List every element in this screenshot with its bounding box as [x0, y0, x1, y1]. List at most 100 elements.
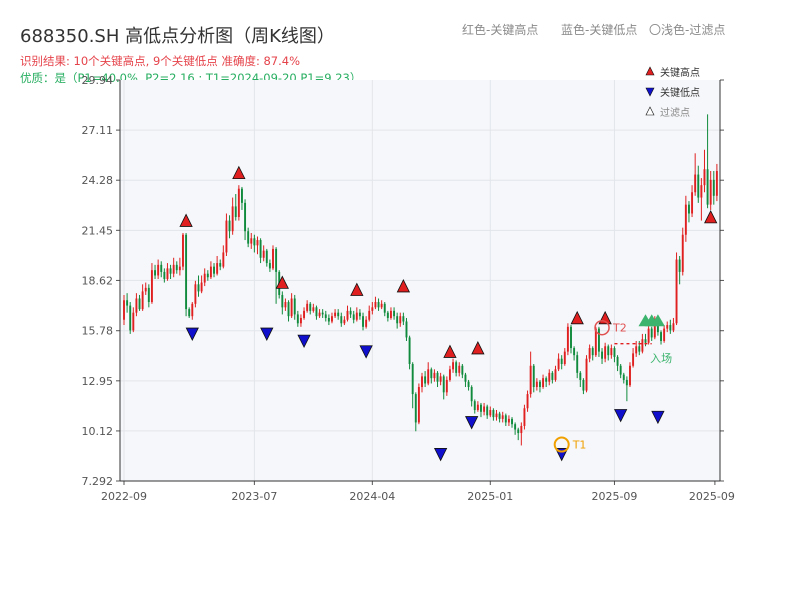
candle-body	[386, 312, 389, 318]
candle-body	[272, 248, 274, 269]
t1-circle	[553, 436, 570, 453]
candle-body	[141, 291, 144, 310]
candle-body	[138, 298, 141, 310]
candle-body	[358, 312, 361, 317]
candle-body	[706, 169, 709, 205]
candle-body	[445, 379, 448, 393]
candle-body	[250, 238, 253, 244]
candle-body	[337, 312, 340, 317]
candle-body	[256, 240, 259, 246]
candle-body	[551, 372, 554, 380]
candle-body	[172, 264, 175, 274]
candle-body	[489, 410, 492, 416]
candle-body	[324, 314, 327, 318]
candle-body	[209, 266, 212, 278]
candle-body	[566, 326, 569, 352]
candle-body	[709, 179, 712, 205]
candle-body	[309, 303, 312, 311]
x-tick-label: 2025-09	[689, 490, 735, 503]
key-low-marker	[651, 410, 665, 425]
candle-body	[331, 316, 333, 322]
x-tick-label: 2025-01	[467, 490, 513, 503]
entry-label: 入场	[650, 351, 672, 365]
candle-body	[191, 303, 194, 317]
candle-body	[203, 273, 206, 283]
candle-body	[259, 240, 262, 258]
candle-body	[169, 268, 172, 274]
candle-body	[501, 415, 504, 419]
t1-label: T1	[572, 439, 587, 452]
key-high-marker	[443, 344, 457, 358]
candle-body	[368, 310, 371, 320]
candle-body	[495, 413, 498, 418]
candle-body	[188, 309, 191, 317]
y-tick-label: 24.28	[82, 174, 114, 187]
candle-body	[563, 351, 566, 365]
key-low-marker	[614, 409, 628, 423]
candle-body	[607, 346, 610, 356]
candle-body	[240, 188, 243, 203]
candle-body	[265, 250, 268, 264]
key-high-marker	[471, 341, 485, 355]
candle-body	[452, 362, 455, 370]
candle-body	[228, 220, 231, 232]
candle-body	[672, 323, 675, 331]
entry-marker-triangle	[650, 314, 665, 327]
legend-filtered-icon	[645, 106, 655, 116]
candle-body	[579, 372, 582, 380]
candle-body	[231, 206, 234, 232]
candle-body	[691, 192, 694, 214]
candle-body	[625, 379, 628, 386]
candle-body	[448, 369, 451, 380]
candle-body	[700, 185, 703, 198]
candle-body	[349, 310, 352, 315]
candle-body	[511, 418, 513, 425]
candle-body	[321, 312, 324, 315]
key-high-marker	[232, 165, 246, 180]
candle-body	[365, 319, 368, 327]
candle-body	[632, 353, 635, 366]
candle-body	[380, 303, 383, 308]
key-low-marker	[260, 327, 274, 341]
candle-body	[663, 328, 666, 341]
candle-body	[175, 264, 178, 271]
key-low-marker	[359, 345, 373, 359]
candle-body	[560, 358, 563, 365]
candle-body	[411, 364, 414, 395]
key-low-marker	[433, 448, 448, 462]
candle-body	[234, 206, 237, 218]
candle-body	[362, 316, 364, 327]
candle-body	[532, 365, 535, 388]
candle-body	[430, 369, 433, 379]
candle-body	[597, 328, 600, 352]
candle-body	[340, 316, 343, 324]
key-high-marker	[275, 275, 289, 289]
candle-body	[194, 284, 197, 304]
candle-body	[526, 394, 529, 409]
candle-body	[281, 294, 284, 308]
candle-body	[268, 263, 271, 269]
candle-body	[573, 348, 576, 356]
chart-title: 688350.SH 高低点分析图（周K线图）	[20, 26, 335, 47]
candle-body	[306, 303, 309, 311]
legend-blue-key-low: 蓝色-关键低点	[561, 23, 638, 37]
candle-body	[585, 358, 588, 391]
candle-body	[433, 372, 436, 379]
candle-body	[638, 346, 641, 352]
candle-body	[483, 406, 486, 412]
y-tick-label: 12.95	[82, 375, 114, 388]
candle-body	[178, 266, 181, 271]
candle-body	[591, 348, 594, 356]
candle-body	[200, 282, 203, 292]
candle-body	[548, 372, 551, 382]
candle-body	[486, 406, 489, 416]
candle-body	[247, 231, 250, 244]
candle-body	[715, 171, 718, 196]
candle-body	[154, 270, 157, 276]
candle-body	[185, 234, 188, 310]
candle-body	[542, 378, 545, 388]
x-tick-label: 2022-09	[101, 490, 147, 503]
candle-body	[622, 374, 625, 380]
candle-body	[371, 307, 374, 311]
candle-body	[557, 358, 560, 370]
